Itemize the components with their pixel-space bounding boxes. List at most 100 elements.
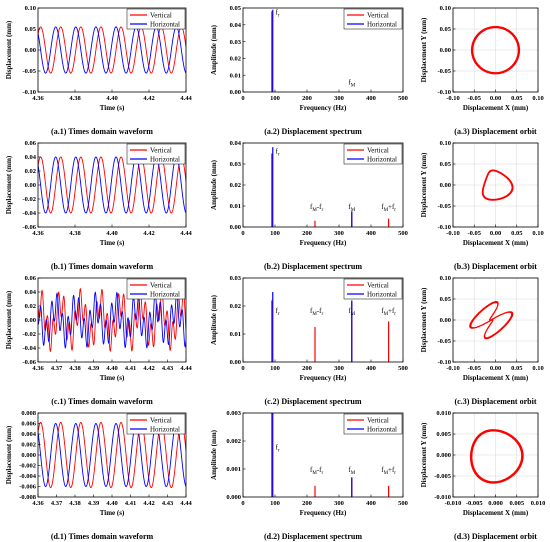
x-tick-label: -0.05	[467, 95, 481, 102]
y-tick-label: 0.00	[25, 317, 36, 324]
x-tick-label: 4.42	[143, 230, 154, 237]
x-tick-label: 0.05	[511, 365, 523, 372]
x-tick-label: 4.42	[143, 365, 154, 372]
legend-label-horizontal: Horizontal	[150, 156, 180, 164]
y-tick-label: 0.00	[230, 224, 241, 231]
legend-label-horizontal: Horizontal	[367, 156, 397, 164]
y-tick-label: -0.10	[437, 89, 451, 96]
y-tick-label: 0.06	[25, 140, 37, 147]
panel-caption: (d.1) Times domain waveform	[51, 532, 154, 541]
series-horizontal-line	[38, 291, 186, 349]
legend-label-vertical: Vertical	[150, 147, 172, 155]
x-axis-label: Displacement X (mm)	[463, 239, 529, 247]
y-tick-label: 0.10	[440, 5, 451, 12]
x-tick-label: 500	[398, 230, 408, 237]
orbit-path	[481, 169, 514, 201]
peak-annotation: fM-fr	[310, 307, 323, 317]
peak-annotation: fM	[348, 203, 355, 213]
y-tick-label: -0.04	[22, 345, 36, 352]
x-axis-label: Time (s)	[100, 104, 125, 112]
legend-label-horizontal: Horizontal	[367, 21, 397, 29]
y-axis-label: Displacement Y (mm)	[420, 152, 428, 217]
y-tick-label: -0.005	[434, 473, 452, 480]
x-tick-label: -0.10	[446, 365, 460, 372]
y-tick-label: 0.00	[230, 89, 241, 96]
y-tick-label: 0.000	[436, 452, 451, 459]
y-axis-label: Amplitude (mm)	[210, 429, 218, 480]
x-tick-label: 4.38	[69, 230, 81, 237]
y-tick-label: 0.002	[21, 442, 36, 449]
panel-caption: (a.3) Displacement orbit	[454, 127, 537, 136]
x-tick-label: -0.05	[467, 230, 481, 237]
y-tick-label: 0.00	[25, 47, 36, 54]
y-tick-label: 0.000	[226, 494, 241, 501]
x-tick-label: 4.44	[180, 365, 192, 372]
data-layer	[469, 300, 514, 340]
x-tick-label: 4.40	[106, 365, 117, 372]
x-tick-label: 100	[270, 95, 280, 102]
y-tick-label: 0.01	[230, 72, 241, 79]
orbit-path	[469, 429, 524, 484]
x-tick-label: 0	[241, 95, 244, 102]
y-tick-label: 0.004	[21, 431, 36, 438]
peak-annotation: fM+fr	[381, 203, 396, 213]
y-axis-label: Amplitude (mm)	[210, 159, 218, 210]
panel-caption: (a.2) Displacement spectrum	[264, 127, 362, 136]
legend-label-vertical: Vertical	[367, 12, 389, 20]
legend-label-horizontal: Horizontal	[150, 21, 180, 29]
x-tick-label: -0.010	[445, 500, 462, 507]
plot-frame	[242, 277, 404, 363]
plot-frame	[242, 7, 404, 93]
panel-b-1: 4.36 4.38 4.40 4.42 4.44 -0.06 -0.04 -0.02 0.00 0…	[5, 140, 192, 271]
x-tick-label: 4.40	[106, 230, 117, 237]
orbit-path	[469, 300, 514, 340]
x-tick-label: 500	[398, 500, 408, 507]
panel-c-1: 4.36 4.37 4.38 4.39 4.40 4.41 4.42 4.43 4.44 -0.0…	[5, 275, 192, 406]
y-axis-label: Displacement Y (mm)	[420, 287, 428, 352]
data-layer	[481, 169, 514, 201]
y-tick-label: 0.01	[230, 203, 241, 210]
y-axis-label: Displacement Y (mm)	[420, 17, 428, 82]
legend-label-vertical: Vertical	[150, 12, 172, 20]
data-layer	[38, 156, 186, 214]
y-tick-label: 0.05	[440, 26, 452, 33]
y-tick-label: 0.02	[25, 168, 36, 175]
y-tick-label: 0.01	[230, 331, 241, 338]
x-tick-label: 100	[270, 365, 280, 372]
series-horizontal-line	[38, 26, 186, 74]
y-axis-label: Amplitude (mm)	[210, 24, 218, 75]
peak-annotation: fM+fr	[381, 466, 396, 476]
x-tick-label: 0.05	[511, 230, 523, 237]
y-tick-label: 0.06	[25, 275, 37, 282]
y-tick-label: 0.00	[25, 182, 36, 189]
x-tick-label: 4.40	[106, 95, 117, 102]
y-tick-label: 0.02	[230, 56, 241, 63]
x-tick-label: 0.00	[490, 365, 501, 372]
legend-label-vertical: Vertical	[367, 417, 389, 425]
x-tick-label: 4.36	[32, 365, 44, 372]
peak-annotation: fM	[348, 78, 355, 88]
y-tick-label: -0.008	[19, 494, 37, 501]
panel-d-1: 4.36 4.37 4.38 4.39 4.40 4.41 4.42 4.43 4.44 -0.0…	[5, 410, 192, 541]
x-tick-label: 500	[398, 95, 408, 102]
y-tick-label: 0.02	[25, 303, 36, 310]
x-tick-label: 0.00	[490, 230, 501, 237]
x-tick-label: 4.37	[51, 365, 63, 372]
panel-c-3: -0.10 -0.05 0.00 0.05 0.10 -0.10 -0.05 0.00 0.05…	[420, 275, 544, 406]
x-tick-label: 400	[366, 365, 376, 372]
y-tick-label: 0.006	[21, 421, 36, 428]
x-tick-label: 300	[334, 230, 344, 237]
peak-annotation: fr	[276, 148, 280, 158]
panel-caption: (d.3) Displacement orbit	[454, 532, 537, 541]
x-axis-label: Frequency (Hz)	[300, 104, 347, 112]
x-tick-label: 4.37	[51, 500, 63, 507]
y-tick-label: 0.03	[230, 39, 242, 46]
x-tick-label: 0.10	[532, 230, 543, 237]
y-axis-label: Amplitude (mm)	[210, 294, 218, 345]
x-axis-label: Displacement X (mm)	[463, 104, 529, 112]
y-tick-label: 0.00	[440, 317, 451, 324]
panel-d-3: -0.010 -0.005 0.000 0.005 0.010 -0.010 -0.005 0…	[420, 410, 545, 541]
peak-annotation: fM-fr	[310, 203, 323, 213]
y-tick-label: 0.010	[436, 410, 451, 417]
x-tick-label: 0.000	[488, 500, 503, 507]
